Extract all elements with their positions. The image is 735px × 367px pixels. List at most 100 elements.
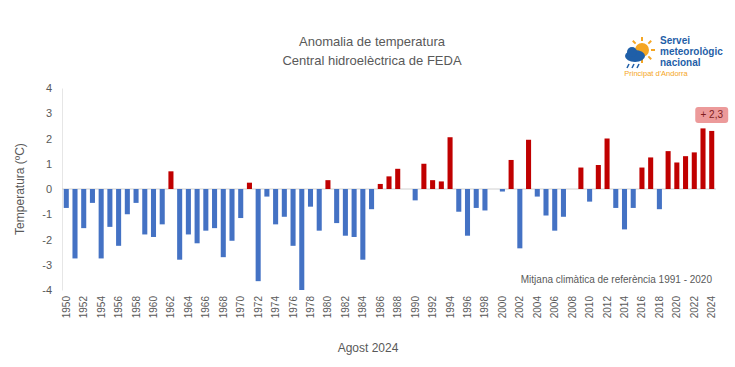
bar bbox=[168, 171, 173, 189]
x-tick: 1966 bbox=[200, 294, 211, 318]
y-tick-label: 4 bbox=[46, 82, 52, 94]
x-tick: 1990 bbox=[410, 294, 421, 318]
bar bbox=[465, 189, 470, 236]
bar bbox=[622, 189, 627, 229]
bar bbox=[421, 164, 426, 189]
x-tick-label: 2008 bbox=[567, 296, 578, 319]
bar bbox=[221, 189, 226, 257]
bar bbox=[430, 180, 435, 189]
value-callout: + 2,3 bbox=[695, 107, 728, 123]
bar bbox=[666, 151, 671, 189]
x-tick-label: 2012 bbox=[602, 296, 613, 319]
bar bbox=[552, 189, 557, 231]
y-tick: -4 bbox=[42, 284, 62, 296]
bar bbox=[517, 189, 522, 248]
logo-text: nacional bbox=[660, 57, 701, 68]
bar bbox=[229, 189, 234, 241]
bar bbox=[352, 189, 357, 237]
x-tick-label: 1958 bbox=[131, 296, 142, 319]
bar bbox=[570, 189, 575, 190]
x-tick: 1970 bbox=[235, 294, 246, 318]
y-tick: 0 bbox=[46, 183, 62, 195]
x-tick: 1986 bbox=[375, 294, 386, 318]
x-tick: 1960 bbox=[148, 294, 159, 318]
logo-drop bbox=[627, 64, 629, 68]
x-tick: 1996 bbox=[462, 294, 473, 318]
x-tick: 1950 bbox=[61, 294, 72, 318]
bar bbox=[99, 189, 104, 258]
x-tick: 2004 bbox=[532, 294, 543, 318]
subtitle: Central hidroelèctrica de FEDA bbox=[282, 53, 462, 68]
logo-text: Servei bbox=[660, 35, 690, 46]
bar bbox=[683, 156, 688, 189]
logo-ray bbox=[651, 49, 655, 51]
bar bbox=[386, 176, 391, 189]
x-tick: 1984 bbox=[357, 294, 368, 318]
x-tick: 2014 bbox=[619, 294, 630, 318]
x-tick-label: 2000 bbox=[497, 296, 508, 319]
x-axis: 1950195219541956195819601962196419661968… bbox=[61, 294, 717, 318]
bar bbox=[474, 189, 479, 208]
bars bbox=[64, 128, 715, 290]
bar bbox=[413, 189, 418, 200]
bar bbox=[134, 189, 139, 203]
x-tick: 2002 bbox=[514, 294, 525, 318]
x-tick-label: 1992 bbox=[427, 296, 438, 319]
bar bbox=[125, 189, 130, 214]
logo-drop bbox=[637, 64, 639, 68]
x-tick: 1968 bbox=[218, 294, 229, 318]
bar bbox=[291, 189, 296, 246]
bar bbox=[404, 189, 409, 190]
y-tick-label: -1 bbox=[42, 208, 52, 220]
x-tick-label: 1966 bbox=[200, 296, 211, 319]
x-tick-label: 2016 bbox=[636, 296, 647, 319]
x-tick-label: 2002 bbox=[514, 296, 525, 319]
callout-label: + 2,3 bbox=[700, 109, 723, 120]
logo-ray bbox=[633, 41, 636, 44]
x-tick-label: 1954 bbox=[96, 296, 107, 319]
bar bbox=[142, 189, 147, 234]
bar bbox=[195, 189, 200, 243]
x-tick-label: 1996 bbox=[462, 296, 473, 319]
x-tick: 2006 bbox=[549, 294, 560, 318]
x-tick: 2022 bbox=[689, 294, 700, 318]
bar bbox=[369, 189, 374, 209]
bar bbox=[273, 189, 278, 224]
x-tick: 2012 bbox=[602, 294, 613, 318]
x-tick-label: 1988 bbox=[392, 296, 403, 319]
x-tick: 2008 bbox=[567, 294, 578, 318]
y-tick: 3 bbox=[46, 107, 62, 119]
bar bbox=[491, 189, 496, 190]
bar bbox=[439, 181, 444, 189]
bar bbox=[395, 169, 400, 189]
logo-subtitle: Principat d'Andorra bbox=[624, 69, 688, 78]
y-tick-label: 1 bbox=[46, 158, 52, 170]
y-tick: -2 bbox=[42, 234, 62, 246]
x-tick: 2000 bbox=[497, 294, 508, 318]
bar bbox=[299, 189, 304, 290]
annotation: Mitjana climàtica de referència 1991 - 2… bbox=[521, 274, 713, 285]
x-tick-label: 1982 bbox=[340, 296, 351, 319]
bar bbox=[535, 189, 540, 197]
bar bbox=[256, 189, 261, 281]
x-tick: 2018 bbox=[654, 294, 665, 318]
x-tick-label: 2010 bbox=[584, 296, 595, 319]
logo-ray bbox=[641, 37, 643, 41]
x-tick-label: 1956 bbox=[113, 296, 124, 319]
bar bbox=[700, 128, 705, 189]
x-tick: 1956 bbox=[113, 294, 124, 318]
x-tick-label: 1962 bbox=[165, 296, 176, 319]
x-tick-label: 1986 bbox=[375, 296, 386, 319]
x-tick-label: 1980 bbox=[322, 296, 333, 319]
x-tick-label: 2014 bbox=[619, 296, 630, 319]
y-tick: 1 bbox=[46, 158, 62, 170]
x-tick-label: 1976 bbox=[288, 296, 299, 319]
x-tick-label: 2020 bbox=[671, 296, 682, 319]
x-tick-label: 2022 bbox=[689, 296, 700, 319]
x-tick-label: 2018 bbox=[654, 296, 665, 319]
bar bbox=[308, 189, 313, 207]
bar bbox=[72, 189, 77, 258]
bar bbox=[509, 160, 514, 189]
x-tick: 1958 bbox=[131, 294, 142, 318]
bar bbox=[543, 189, 548, 216]
